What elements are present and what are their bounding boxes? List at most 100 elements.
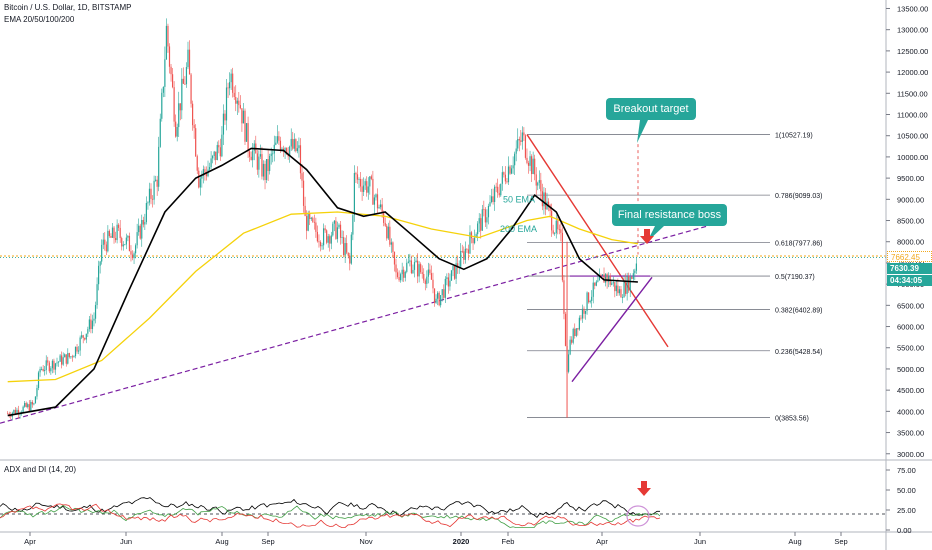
candle-body	[131, 254, 134, 259]
candle-body	[373, 197, 376, 205]
adx-legend[interactable]: ADX and DI (14, 20)	[4, 465, 77, 474]
candle-body	[521, 132, 523, 142]
candle-body	[98, 265, 100, 285]
candle-body	[580, 317, 582, 319]
candle-body	[615, 285, 617, 292]
candle-body	[59, 355, 61, 362]
candle-body	[265, 159, 268, 180]
candle-body	[44, 369, 46, 372]
time-tick-label: Sep	[261, 537, 274, 546]
price-tick-label: 6500.00	[897, 301, 924, 310]
candle-body	[329, 236, 331, 244]
candle-body	[27, 404, 29, 407]
candle-body	[578, 317, 580, 330]
candle-body	[592, 282, 594, 297]
price-tick-label: 13000.00	[897, 26, 928, 35]
candle-body	[626, 275, 628, 294]
candle-body	[475, 234, 477, 238]
candle-body	[62, 357, 64, 365]
candle-body	[389, 226, 391, 245]
candle-body	[366, 181, 368, 193]
ema-legend[interactable]: EMA 20/50/100/200	[4, 15, 75, 24]
candle-body	[276, 136, 278, 143]
candle-body	[624, 280, 627, 294]
bar-timer-tag: 04:34:05	[887, 275, 932, 286]
candle-body	[586, 292, 588, 311]
candle-body	[25, 402, 27, 407]
candle-body	[467, 249, 470, 254]
candle-body	[597, 280, 599, 282]
candle-body	[588, 292, 590, 303]
candle-body	[272, 153, 274, 155]
candle-body	[164, 59, 166, 87]
candle-body	[466, 248, 468, 250]
candle-body	[175, 121, 177, 137]
candle-body	[507, 166, 510, 183]
adx-tick-label: 50.00	[897, 486, 916, 495]
candle-body	[50, 368, 52, 372]
candle-body	[551, 210, 553, 231]
price-tick-label: 8500.00	[897, 217, 924, 226]
candle-body	[236, 100, 238, 104]
adx-tick-label: 0.00	[897, 526, 912, 535]
candle-body	[424, 280, 426, 284]
candle-body	[396, 272, 399, 277]
candle-body	[572, 328, 574, 343]
candle-body	[127, 235, 129, 238]
breakout-target-callout[interactable]: Breakout target	[606, 98, 696, 120]
candle-body	[447, 277, 449, 287]
candle-body	[489, 202, 491, 206]
candle-body	[392, 242, 394, 252]
price-tick-label: 13500.00	[897, 4, 928, 13]
candle-body	[104, 239, 106, 245]
candle-body	[426, 276, 428, 284]
candle-body	[612, 282, 614, 284]
candle-body	[401, 269, 403, 275]
candle-body	[195, 128, 197, 157]
candle-body	[477, 223, 479, 235]
candle-body	[364, 181, 366, 186]
candle-body	[398, 276, 400, 281]
candle-body	[7, 413, 9, 415]
price-tick-label: 4500.00	[897, 386, 924, 395]
candle-body	[416, 260, 419, 277]
candle-body	[51, 360, 53, 369]
time-tick-label: Nov	[359, 537, 373, 546]
candle-body	[162, 86, 164, 93]
candle-body	[321, 245, 323, 247]
candle-body	[518, 139, 520, 141]
candle-body	[121, 238, 123, 247]
time-tick-label: Feb	[502, 537, 515, 546]
candle-body	[318, 241, 320, 243]
candle-body	[87, 329, 89, 334]
candle-body	[415, 260, 417, 263]
candle-body	[620, 289, 622, 298]
candle-body	[531, 156, 533, 175]
candle-body	[313, 221, 315, 223]
candle-body	[497, 186, 499, 193]
candle-body	[452, 266, 454, 271]
markers	[637, 229, 654, 496]
final-resistance-callout[interactable]: Final resistance boss	[612, 204, 727, 226]
candle-body	[412, 269, 414, 274]
candle-body	[225, 87, 228, 121]
candle-body	[581, 308, 584, 319]
candle-body	[383, 212, 385, 223]
candle-body	[14, 409, 17, 414]
candle-body	[558, 229, 560, 231]
candle-body	[292, 138, 294, 149]
candle-body	[151, 198, 154, 200]
candle-body	[99, 261, 101, 266]
time-tick-label: Apr	[596, 537, 608, 546]
candle-body	[247, 123, 249, 152]
candle-body	[379, 204, 382, 208]
candle-body	[460, 250, 462, 267]
candle-body	[510, 168, 513, 174]
candle-body	[410, 260, 413, 274]
price-tick-label: 8000.00	[897, 238, 924, 247]
candle-body	[96, 284, 98, 306]
candle-body	[221, 134, 223, 157]
symbol-title: Bitcoin / U.S. Dollar, 1D, BITSTAMP	[4, 3, 132, 12]
candle-body	[335, 220, 337, 239]
long-term-trendline	[0, 223, 716, 424]
